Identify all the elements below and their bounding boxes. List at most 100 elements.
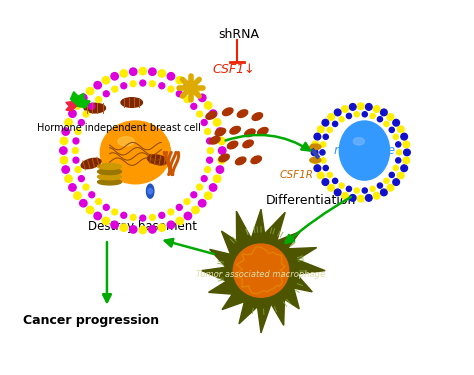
Circle shape — [96, 199, 101, 204]
Circle shape — [139, 226, 146, 234]
Circle shape — [397, 126, 404, 133]
Circle shape — [210, 110, 217, 117]
Circle shape — [393, 119, 400, 126]
Circle shape — [158, 224, 165, 231]
Circle shape — [396, 142, 401, 147]
Ellipse shape — [147, 155, 168, 165]
Circle shape — [120, 224, 128, 231]
Ellipse shape — [146, 184, 154, 198]
Circle shape — [397, 172, 404, 179]
Circle shape — [328, 114, 334, 120]
Circle shape — [218, 137, 225, 145]
Ellipse shape — [310, 144, 321, 150]
Circle shape — [327, 172, 332, 177]
Circle shape — [130, 81, 136, 87]
Circle shape — [327, 127, 332, 132]
Circle shape — [167, 221, 174, 228]
Ellipse shape — [100, 121, 171, 184]
Circle shape — [89, 104, 95, 109]
Circle shape — [205, 166, 210, 172]
Circle shape — [60, 137, 68, 145]
Circle shape — [377, 117, 383, 122]
Circle shape — [120, 70, 128, 77]
Circle shape — [216, 128, 224, 135]
Circle shape — [80, 94, 87, 102]
Circle shape — [207, 157, 212, 163]
Circle shape — [83, 184, 89, 190]
Circle shape — [69, 184, 76, 191]
Circle shape — [112, 209, 118, 215]
Ellipse shape — [354, 138, 365, 145]
Circle shape — [342, 106, 348, 112]
Circle shape — [103, 204, 109, 210]
Circle shape — [199, 94, 206, 102]
Circle shape — [140, 80, 146, 86]
Circle shape — [184, 212, 191, 220]
Ellipse shape — [81, 158, 101, 169]
Circle shape — [357, 103, 364, 110]
Circle shape — [129, 68, 137, 75]
Circle shape — [322, 119, 328, 126]
Circle shape — [403, 141, 410, 148]
Circle shape — [339, 183, 344, 188]
Circle shape — [191, 104, 197, 109]
Circle shape — [401, 165, 408, 171]
Polygon shape — [76, 99, 90, 108]
Circle shape — [318, 172, 324, 179]
Circle shape — [62, 166, 69, 173]
Ellipse shape — [230, 126, 240, 134]
Circle shape — [73, 157, 79, 163]
Circle shape — [112, 86, 118, 92]
Circle shape — [328, 184, 334, 191]
Circle shape — [393, 165, 398, 171]
Circle shape — [201, 176, 207, 181]
Circle shape — [204, 192, 212, 200]
Circle shape — [318, 126, 324, 133]
Circle shape — [149, 214, 155, 220]
Ellipse shape — [245, 129, 255, 136]
Circle shape — [404, 149, 410, 156]
Circle shape — [111, 73, 118, 80]
Ellipse shape — [98, 164, 121, 170]
Circle shape — [342, 192, 348, 199]
Circle shape — [65, 119, 72, 126]
Circle shape — [75, 166, 81, 172]
Circle shape — [333, 178, 337, 183]
Circle shape — [78, 120, 84, 126]
Circle shape — [69, 110, 76, 117]
Circle shape — [197, 111, 202, 117]
Circle shape — [373, 106, 380, 112]
Circle shape — [139, 68, 146, 75]
Circle shape — [159, 83, 165, 89]
Circle shape — [213, 119, 221, 126]
Polygon shape — [71, 92, 79, 106]
Circle shape — [102, 217, 109, 225]
Circle shape — [381, 109, 387, 116]
Circle shape — [121, 212, 127, 218]
Circle shape — [102, 76, 109, 84]
Ellipse shape — [118, 137, 135, 146]
Circle shape — [176, 76, 183, 84]
Circle shape — [387, 184, 394, 191]
Circle shape — [393, 179, 400, 185]
Ellipse shape — [236, 157, 246, 165]
Circle shape — [65, 175, 72, 182]
Circle shape — [78, 176, 84, 181]
Circle shape — [216, 166, 224, 173]
Circle shape — [80, 200, 87, 207]
Circle shape — [403, 157, 410, 164]
Polygon shape — [66, 102, 76, 106]
Ellipse shape — [310, 158, 321, 163]
Circle shape — [384, 178, 389, 183]
Ellipse shape — [252, 113, 263, 120]
Circle shape — [323, 165, 328, 171]
Circle shape — [381, 189, 387, 196]
Ellipse shape — [251, 156, 262, 164]
Circle shape — [205, 129, 210, 135]
Circle shape — [168, 86, 174, 92]
Text: Cancer progression: Cancer progression — [23, 314, 159, 327]
Circle shape — [192, 206, 199, 214]
Ellipse shape — [98, 179, 121, 185]
Circle shape — [74, 102, 81, 109]
Text: shRNA: shRNA — [219, 28, 259, 40]
